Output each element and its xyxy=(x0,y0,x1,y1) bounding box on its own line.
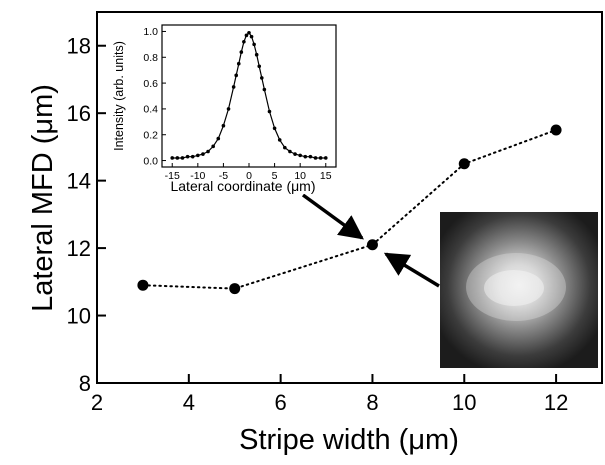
main-x-axis-title: Stripe width (μm) xyxy=(239,424,459,456)
main-plot-frame xyxy=(96,11,603,384)
inset-data-point xyxy=(277,138,282,142)
inset-data-point xyxy=(298,153,302,158)
inset-data-point xyxy=(231,85,236,89)
inset-data-point xyxy=(201,152,205,156)
inset-data-point xyxy=(170,156,175,160)
main-y-tick-label: 10 xyxy=(67,303,91,328)
inset-background xyxy=(114,18,342,194)
inset-data-point xyxy=(196,153,200,158)
inset-data-point xyxy=(259,76,264,80)
main-x-tick-label: 4 xyxy=(183,390,195,415)
inset-x-axis-title: Lateral coordinate (μm) xyxy=(170,178,315,194)
inset-data-point xyxy=(185,154,190,159)
inset-data-point xyxy=(288,149,292,154)
inset-data-point xyxy=(211,144,215,149)
inset-data-point xyxy=(234,73,239,78)
inset-x-tick-label: 5 xyxy=(272,170,278,182)
main-y-tick-label: 12 xyxy=(67,236,91,261)
inset-data-point xyxy=(262,87,267,92)
arrow-from-mode-image xyxy=(383,252,440,288)
inset-data-point xyxy=(323,156,328,160)
inset-data-point xyxy=(267,109,272,114)
main-x-tick-label: 8 xyxy=(366,390,378,415)
main-data-point xyxy=(550,124,562,136)
inset-data-point xyxy=(216,136,221,141)
main-y-axis-title: Lateral MFD (μm) xyxy=(27,84,59,312)
main-y-tick-label: 8 xyxy=(79,371,91,396)
inset-x-tick-label: -15 xyxy=(165,170,180,182)
main-x-tick-label: 10 xyxy=(452,390,476,415)
inset-data-point xyxy=(206,149,210,154)
inset-data-point xyxy=(190,154,195,159)
main-x-tick-label: 2 xyxy=(91,390,103,415)
inset-data-point xyxy=(293,152,297,156)
inset-x-tick-label: -5 xyxy=(219,170,228,182)
inset-y-tick-label: 1.0 xyxy=(143,26,158,38)
inset-x-tick-label: 0 xyxy=(246,170,252,182)
inset-x-tick-label: 10 xyxy=(294,170,306,182)
mode-image xyxy=(440,212,598,368)
inset-y-axis-title: Intensity (arb. units) xyxy=(112,41,126,151)
main-y-tick-label: 16 xyxy=(67,101,91,126)
inset-data-point xyxy=(180,156,185,160)
inset-y-tick-label: 0.2 xyxy=(143,130,158,142)
inset-data-point xyxy=(313,156,318,160)
main-x-tick-label: 12 xyxy=(544,390,568,415)
inset-data-point xyxy=(252,42,256,47)
inset-data-point xyxy=(247,30,251,35)
main-data-point xyxy=(366,239,378,251)
inset-y-tick-label: 0.0 xyxy=(143,155,158,167)
arrow-from-inset xyxy=(301,193,364,240)
inset-x-tick-label: -10 xyxy=(190,170,205,182)
inset-data-point xyxy=(318,156,323,160)
inset-data-point xyxy=(244,33,249,38)
inset-y-tick-label: 0.6 xyxy=(143,78,158,90)
inset-data-point xyxy=(254,52,259,57)
inset-data-point xyxy=(221,123,226,128)
main-y-tick-label: 14 xyxy=(67,169,91,194)
main-data-point xyxy=(137,279,149,291)
inset-data-point xyxy=(236,61,241,66)
inset-data-point xyxy=(272,126,277,131)
inset-x-tick-label: 15 xyxy=(320,170,332,182)
inset-data-point xyxy=(257,64,262,69)
inset-data-point xyxy=(308,154,313,159)
inset-data-point xyxy=(249,34,254,39)
inset-data-point xyxy=(303,154,308,159)
main-x-tick-label: 6 xyxy=(275,390,287,415)
main-data-point xyxy=(458,158,470,170)
inset-data-point xyxy=(239,50,244,54)
inset-y-tick-label: 0.4 xyxy=(143,104,158,116)
main-data-point xyxy=(229,283,241,295)
main-y-tick-label: 18 xyxy=(67,34,91,59)
inset-data-point xyxy=(175,156,180,160)
inset-data-point xyxy=(242,39,246,44)
inset-data-point xyxy=(283,145,287,150)
inset-data-point xyxy=(226,107,231,111)
inset-y-tick-label: 0.8 xyxy=(143,52,158,64)
